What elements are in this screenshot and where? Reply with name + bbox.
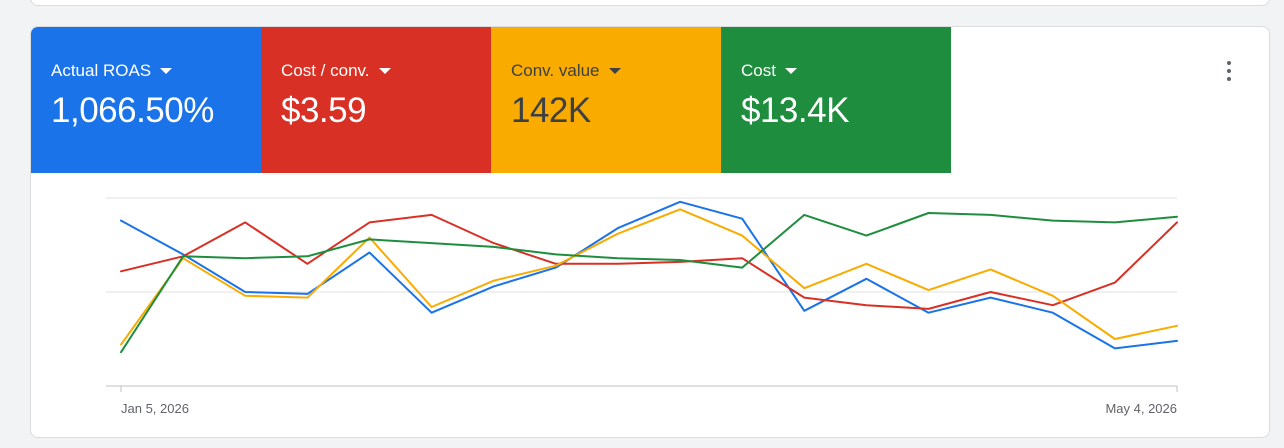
metric-tile-cost[interactable]: Cost $13.4K [721,27,951,173]
series-line-cost-per-conv [120,213,1178,310]
metric-label: Conv. value [511,61,600,80]
metric-label: Cost / conv. [281,61,370,80]
menu-dot [1227,77,1231,81]
metric-tiles: Actual ROAS 1,066.50% Cost / conv. $3.59… [31,27,951,173]
metric-label-row: Conv. value [511,59,721,83]
metric-label: Cost [741,61,776,80]
dropdown-caret-icon [378,68,391,74]
metric-label-row: Cost [741,59,951,83]
metric-label-row: Cost / conv. [281,59,491,83]
series-line-cost [120,212,1178,354]
dropdown-caret-icon [160,68,173,74]
performance-card: Actual ROAS 1,066.50% Cost / conv. $3.59… [30,26,1270,438]
x-tick-label-end: May 4, 2026 [1105,401,1177,416]
previous-card-edge [30,0,1270,6]
metric-value: 1,066.50% [51,91,214,130]
metric-value: 142K [511,91,591,130]
metric-value: $13.4K [741,91,849,130]
metric-label-row: Actual ROAS [51,59,261,83]
more-vert-icon[interactable] [1219,61,1239,81]
series-line-conv-value [120,208,1178,346]
dropdown-caret-icon [784,68,797,74]
metric-value: $3.59 [281,91,367,130]
metric-tile-conv-value[interactable]: Conv. value 142K [491,27,721,173]
x-tick-label-start: Jan 5, 2026 [121,401,189,416]
menu-dot [1227,61,1231,65]
line-chart: Jan 5, 2026 May 4, 2026 [106,197,1178,416]
dropdown-caret-icon [608,68,621,74]
metric-tile-cost-per-conv[interactable]: Cost / conv. $3.59 [261,27,491,173]
metric-label: Actual ROAS [51,61,152,80]
metric-tile-actual-roas[interactable]: Actual ROAS 1,066.50% [31,27,261,173]
menu-dot [1227,69,1231,73]
series-line-actual-roas [120,200,1178,350]
